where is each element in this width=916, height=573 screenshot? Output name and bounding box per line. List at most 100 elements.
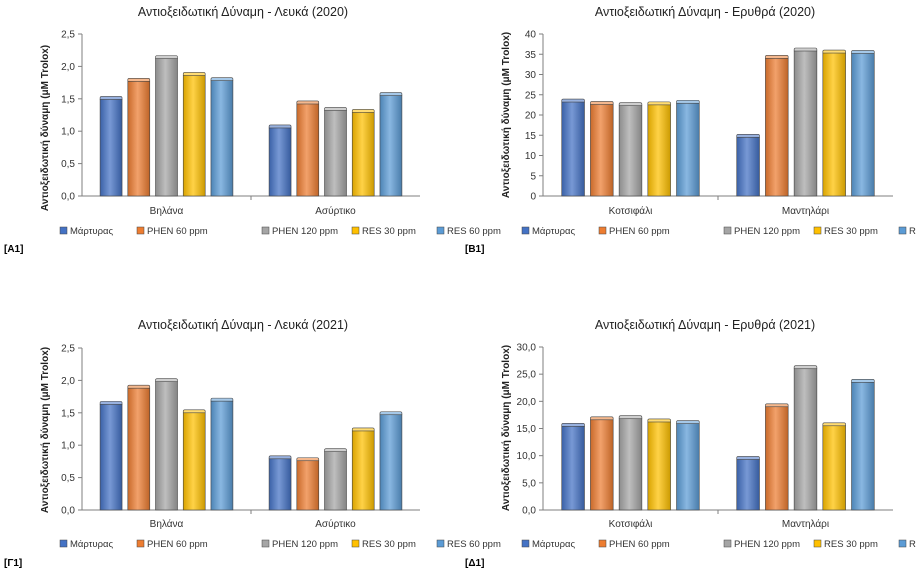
legend-label: RES 30 ppm [824,226,878,237]
bar-body [182,75,206,197]
legend-swatch [898,539,907,548]
bar [618,415,643,511]
bar-body [647,421,671,511]
bar [676,99,700,197]
y-tick-label: 30,0 [517,343,537,354]
bar-body [765,57,789,197]
panel-b1-title: Αντιοξειδωτική Δύναμη - Ερυθρά (2020) [595,5,815,19]
legend-item: PHEN 120 ppm [261,539,338,550]
bar-body [182,412,206,511]
bar [324,107,347,197]
y-tick-label: 2,5 [61,30,75,41]
x-category-label: Κοτσιφάλι [609,518,653,530]
legend-label: Μάρτυρας [532,539,576,550]
legend-item: PHEN 60 ppm [598,226,670,237]
legend-swatch [813,539,822,548]
chart-panel-a1: Αντιοξειδωτική Δύναμη - Λευκά (2020) Αντ… [4,5,501,255]
legend-item: RES 60 ppm [898,539,916,550]
legend-item: RES 30 ppm [813,226,878,237]
bar-body [590,419,614,511]
x-category-label: Βηλάνα [150,518,184,530]
bar [99,96,123,197]
legend-label: PHEN 60 ppm [147,226,208,237]
legend-swatch [521,539,530,548]
legend-item: RES 60 ppm [898,226,916,237]
y-tick-label: 2,5 [61,344,75,355]
bar [590,416,614,511]
panel-d1-title: Αντιοξειδωτική Δύναμη - Ερυθρά (2021) [595,318,815,332]
legend-label: RES 60 ppm [447,226,501,237]
y-tick-label: 1,5 [61,408,75,419]
bar-body [676,423,700,511]
bar [676,420,700,511]
legend-label: RES 30 ppm [362,539,416,550]
bar [793,365,818,511]
bar [127,78,151,197]
bar-body [268,127,292,197]
legend-swatch [813,226,822,235]
panel-g1-ylabel: Αντιοξειδωτική δύναμη (μM Trolox) [40,347,51,513]
bar [561,423,585,511]
bar-body [590,104,614,197]
legend-item: Μάρτυρας [59,226,114,237]
bar-body [561,101,585,197]
legend-label: PHEN 120 ppm [734,539,800,550]
legend-item: PHEN 60 ppm [598,539,670,550]
legend-swatch [351,539,360,548]
bar-body [155,381,178,511]
panel-g1-label: [Γ1] [4,558,22,569]
legend-label: Μάρτυρας [532,226,576,237]
legend-swatch [261,226,270,235]
legend-swatch [436,226,445,235]
bar [822,49,846,197]
panel-d1-ylabel: Αντιοξειδωτική δύναμη (μM Trolox) [501,345,512,511]
bar-body [351,430,375,511]
legend-item: Μάρτυρας [521,539,576,550]
legend-item: RES 30 ppm [351,539,416,550]
panel-a1-title: Αντιοξειδωτική Δύναμη - Λευκά (2020) [138,5,348,19]
y-tick-label: 40 [525,30,537,41]
bar [182,409,206,511]
legend-swatch [261,539,270,548]
bar [765,403,789,511]
legend-swatch [136,539,145,548]
bar [379,411,403,511]
legend-swatch [59,226,68,235]
legend-label: PHEN 60 ppm [609,226,670,237]
bar-body [155,58,178,197]
bar [296,457,320,511]
bar-body [99,404,123,511]
x-category-label: Ασύρτικο [315,518,356,530]
bar-body [296,103,320,197]
legend-label: RES 60 ppm [909,539,916,550]
y-tick-label: 0,5 [61,159,75,170]
bar [851,50,875,197]
bar [618,102,643,197]
legend-swatch [723,539,732,548]
bar-body [618,105,643,197]
legend-swatch [521,226,530,235]
bar-body [127,81,151,197]
bar [324,448,347,511]
legend-swatch [723,226,732,235]
bar-body [561,426,585,511]
y-tick-label: 35 [525,50,537,61]
legend-swatch [436,539,445,548]
y-tick-label: 0,0 [522,506,536,517]
bar-body [379,95,403,197]
legend-label: PHEN 120 ppm [734,226,800,237]
bar [561,98,585,197]
bar-body [210,80,234,197]
bar [379,92,403,197]
panel-a1-label: [Α1] [4,244,23,255]
panel-b1-ylabel: Αντιοξειδωτική δύναμη (μM Trolox) [501,32,512,198]
bar-body [822,425,846,511]
x-category-label: Κοτσιφάλι [609,205,653,217]
bar-body [324,110,347,197]
bar [765,54,789,197]
bar [155,55,178,197]
legend-label: PHEN 60 ppm [609,539,670,550]
legend-item: PHEN 120 ppm [723,539,800,550]
panel-a1-ylabel: Αντιοξειδωτική δύναμη (μM Trolox) [40,45,51,211]
